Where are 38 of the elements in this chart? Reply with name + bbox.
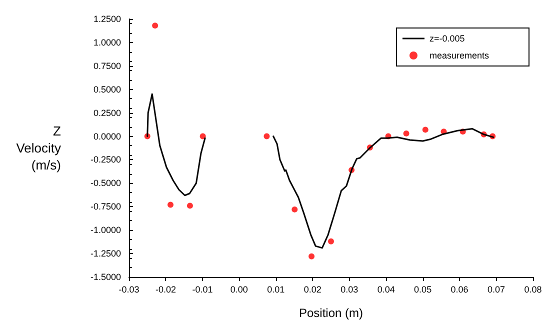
x-tick-label: 0.02	[304, 284, 322, 294]
y-axis-title: Z Velocity (m/s)	[16, 124, 62, 172]
y-tick-label: -0.2500	[90, 154, 121, 165]
point	[308, 253, 315, 260]
y-tick-label: 0.2500	[93, 108, 121, 118]
point	[200, 133, 206, 140]
x-tick-label: 0.06	[450, 284, 468, 294]
x-axis-title: Position (m)	[298, 306, 364, 320]
legend-label: z=-0.005	[429, 34, 465, 44]
x-tick-label: -0.03	[118, 284, 140, 294]
point	[186, 202, 193, 209]
y-tick-label: -1.2500	[90, 248, 121, 259]
y-tick-label: -0.5000	[90, 178, 121, 188]
y-tick-label: -0.7500	[90, 202, 121, 212]
x-tick-label: 0.07	[488, 284, 506, 294]
x-tick-label: -0.01	[192, 284, 213, 294]
point	[328, 238, 334, 244]
point	[403, 130, 410, 136]
x-tick-label: 0.08	[524, 284, 542, 294]
point	[422, 126, 428, 133]
x-tick-label: 0.05	[414, 284, 432, 294]
y-tick-label: 0.0000	[93, 131, 121, 142]
x-tick-label: 0.04	[377, 284, 395, 294]
y-tick-label: 0.5000	[93, 84, 121, 94]
y-tick-label: -1.5000	[90, 272, 121, 282]
x-tick-label: -0.02	[155, 284, 176, 294]
y-tick-label: -1.0000	[90, 225, 121, 236]
point	[292, 206, 298, 212]
x-tick-label: 0.00	[230, 284, 248, 294]
point	[264, 133, 270, 140]
y-tick-label: 1.2500	[93, 14, 121, 24]
x-tick-label: 0.03	[340, 284, 358, 294]
y-tick-label: 1.0000	[93, 37, 121, 48]
legend-label: measurements	[429, 50, 490, 60]
point	[168, 202, 174, 208]
point	[152, 22, 158, 29]
x-tick-label: 0.01	[267, 284, 285, 294]
y-tick-label: 0.7500	[93, 60, 121, 71]
